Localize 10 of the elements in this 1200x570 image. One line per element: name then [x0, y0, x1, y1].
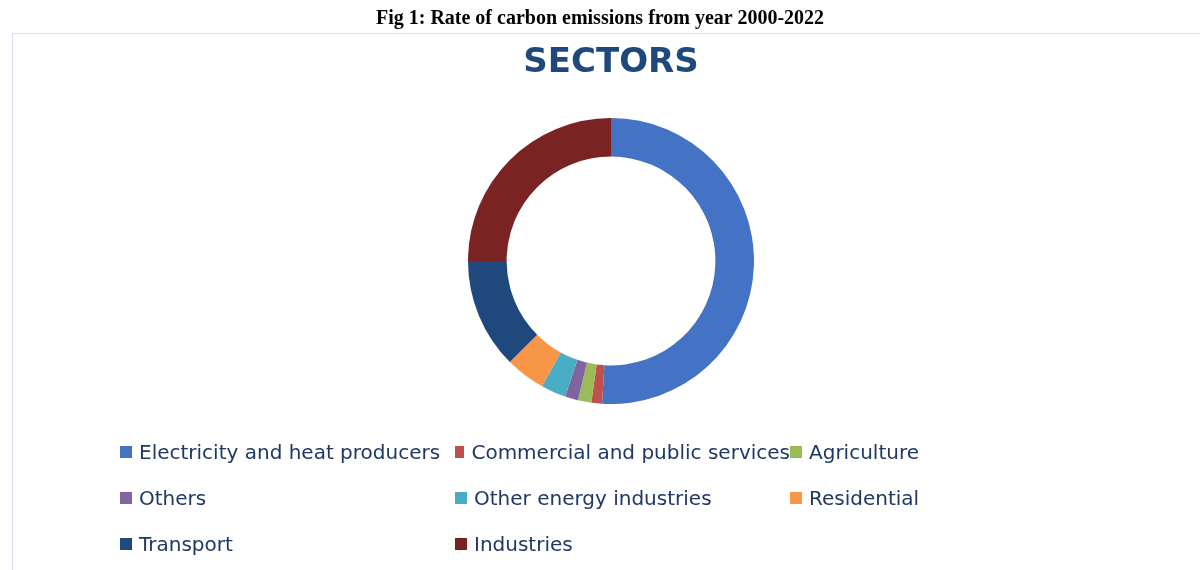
- legend-label: Others: [139, 486, 207, 510]
- legend-label: Transport: [139, 532, 233, 556]
- legend-label: Other energy industries: [474, 486, 712, 510]
- legend-label: Agriculture: [809, 440, 919, 464]
- chart-title: SECTORS: [522, 40, 700, 80]
- legend-label: Industries: [474, 532, 573, 556]
- legend-label: Commercial and public services: [471, 440, 790, 464]
- legend-label: Electricity and heat producers: [139, 440, 441, 464]
- caption: Fig 1: Rate of carbon emissions from year 2000-2022: [374, 6, 826, 29]
- legend-label: Residential: [809, 486, 920, 510]
